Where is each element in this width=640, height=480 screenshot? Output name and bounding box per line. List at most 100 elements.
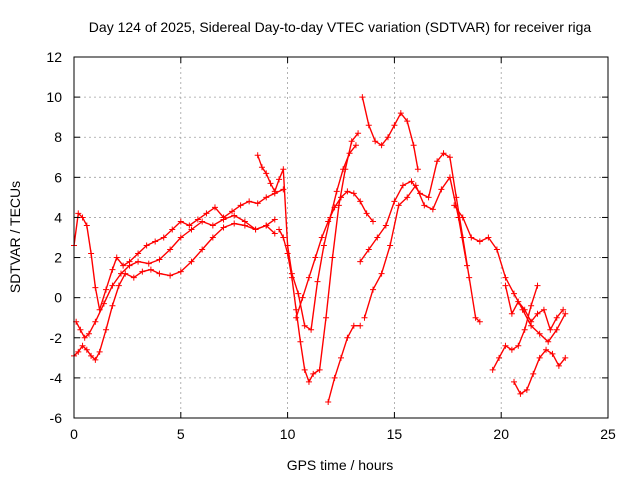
data-point — [284, 250, 291, 257]
data-point — [534, 282, 541, 289]
data-point — [359, 94, 366, 101]
data-point — [528, 302, 535, 309]
data-point — [335, 202, 342, 209]
data-point — [280, 166, 287, 173]
data-point — [374, 234, 381, 241]
data-point — [451, 202, 458, 209]
data-point — [280, 186, 287, 193]
data-point — [147, 266, 154, 273]
y-tick-label: 8 — [54, 129, 62, 145]
data-point — [476, 238, 483, 245]
data-point — [425, 194, 432, 201]
data-point — [145, 260, 152, 267]
x-axis-title: GPS time / hours — [287, 457, 394, 473]
y-tick-label: 4 — [54, 209, 62, 225]
data-point — [543, 346, 550, 353]
data-point — [387, 242, 394, 249]
x-tick-label: 15 — [387, 426, 403, 442]
data-point — [299, 294, 306, 301]
data-point — [391, 122, 398, 129]
data-point — [408, 178, 415, 185]
data-point — [109, 302, 116, 309]
data-series — [276, 130, 362, 385]
data-point — [211, 204, 218, 211]
data-point — [305, 378, 312, 385]
data-point — [378, 270, 385, 277]
data-point — [156, 256, 163, 263]
data-point — [316, 366, 323, 373]
data-point — [528, 318, 535, 325]
data-point — [160, 234, 167, 241]
data-point — [523, 386, 530, 393]
data-point — [276, 176, 283, 183]
data-point — [156, 270, 163, 277]
data-point — [96, 348, 103, 355]
data-point — [395, 202, 402, 209]
data-point — [88, 352, 95, 359]
y-tick-label: 10 — [46, 89, 62, 105]
data-point — [288, 274, 295, 281]
data-point — [194, 216, 201, 223]
data-point — [220, 224, 227, 231]
data-point — [355, 130, 362, 137]
data-point — [85, 330, 92, 337]
data-point — [297, 338, 304, 345]
data-point — [312, 254, 319, 261]
data-point — [560, 306, 567, 313]
data-point — [331, 374, 338, 381]
data-point — [421, 202, 428, 209]
plot-frame — [73, 56, 609, 419]
data-point — [79, 214, 86, 221]
data-point — [83, 346, 90, 353]
data-point — [75, 348, 82, 355]
data-point — [342, 166, 349, 173]
data-point — [323, 314, 330, 321]
data-point — [295, 290, 302, 297]
data-point — [301, 322, 308, 329]
series-trace — [504, 285, 564, 331]
data-point — [329, 254, 336, 261]
data-point — [267, 180, 274, 187]
data-series — [361, 174, 471, 321]
data-point — [117, 270, 124, 277]
data-point — [301, 366, 308, 373]
data-point — [370, 286, 377, 293]
data-point — [220, 216, 227, 223]
data-point — [536, 354, 543, 361]
data-point — [344, 334, 351, 341]
data-point — [382, 222, 389, 229]
data-point — [237, 202, 244, 209]
data-point — [188, 226, 195, 233]
data-point — [555, 362, 562, 369]
data-series — [325, 322, 364, 405]
data-point — [167, 246, 174, 253]
data-point — [109, 266, 116, 273]
data-point — [511, 378, 518, 385]
data-point — [361, 314, 368, 321]
data-point — [169, 226, 176, 233]
data-point — [464, 262, 471, 269]
data-point — [357, 198, 364, 205]
data-point — [372, 138, 379, 145]
data-point — [229, 208, 236, 215]
data-point — [120, 262, 127, 269]
y-tick-label: -4 — [50, 370, 63, 386]
data-point — [177, 234, 184, 241]
data-series — [357, 150, 483, 325]
data-series — [502, 282, 567, 333]
y-tick-label: -2 — [50, 330, 63, 346]
data-point — [517, 390, 524, 397]
data-point — [333, 188, 340, 195]
y-tick-label: 12 — [46, 49, 62, 65]
data-point — [305, 274, 312, 281]
data-point — [252, 226, 259, 233]
data-point — [338, 194, 344, 201]
grid-layer — [74, 57, 608, 418]
data-point — [476, 318, 483, 325]
data-point — [562, 310, 569, 317]
y-axis-title: SDTVAR / TECUs — [7, 181, 23, 293]
data-point — [263, 194, 270, 201]
data-point — [246, 198, 253, 205]
data-point — [429, 206, 436, 213]
